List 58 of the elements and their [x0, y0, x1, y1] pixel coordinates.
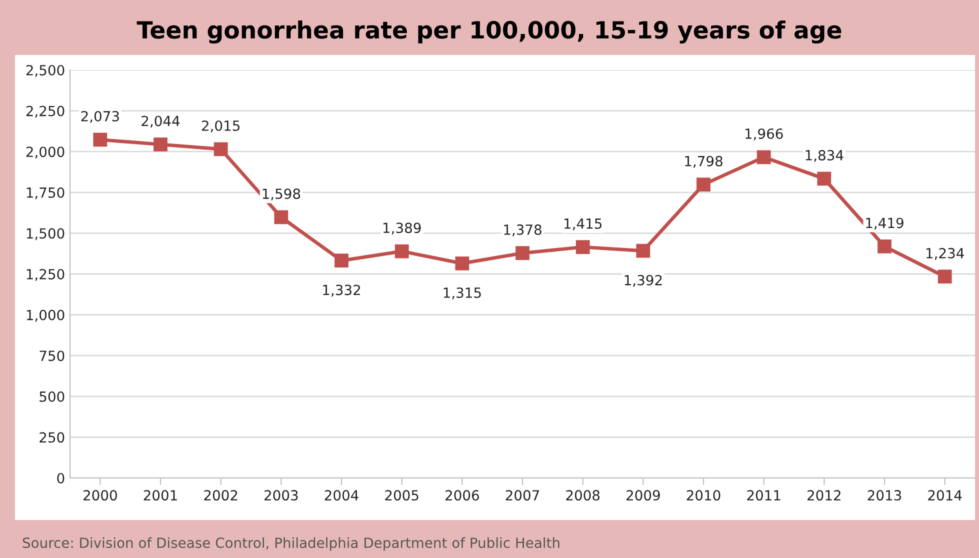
- x-tick-label: 2010: [686, 490, 720, 501]
- x-tick-label: 2006: [446, 490, 479, 501]
- y-tick-label: 2,250: [26, 106, 64, 118]
- data-label: 1,419: [866, 218, 904, 230]
- data-label: 1,315: [444, 287, 481, 300]
- data-label: 1,234: [926, 248, 964, 260]
- data-label: 1,392: [624, 274, 662, 287]
- point: [394, 244, 409, 258]
- data-label: 1,834: [806, 150, 844, 162]
- data-label: 2,073: [81, 110, 119, 123]
- x-tick-label: 2011: [747, 490, 780, 501]
- x-tick-label: 2000: [84, 490, 117, 501]
- data-label: 1,966: [745, 128, 783, 140]
- x-tick-label: 2005: [385, 490, 418, 501]
- point: [214, 142, 228, 156]
- x-tick-label: 2003: [264, 490, 298, 501]
- data-label: 1,798: [685, 156, 722, 168]
- point: [878, 239, 892, 254]
- y-tick-label: 2,500: [26, 64, 64, 77]
- point: [154, 137, 168, 152]
- point: [938, 270, 952, 284]
- data-label: 2,044: [142, 116, 180, 128]
- data-label: 1,389: [383, 222, 421, 235]
- x-tick-label: 2001: [144, 490, 177, 501]
- point: [696, 178, 710, 192]
- x-tick-label: 2009: [626, 490, 660, 501]
- y-tick-label: 500: [40, 391, 64, 402]
- x-tick-label: 2013: [868, 490, 902, 501]
- y-tick-label: 1,500: [26, 228, 64, 240]
- point: [817, 172, 832, 186]
- point: [636, 244, 650, 258]
- y-tick-label: 1,750: [26, 187, 64, 200]
- data-label: 1,415: [564, 218, 602, 230]
- point: [576, 240, 590, 254]
- x-tick-label: 2004: [324, 490, 358, 501]
- y-tick-label: 1,250: [26, 268, 64, 281]
- x-tick-label: 2007: [506, 490, 539, 501]
- y-tick-label: 750: [40, 350, 64, 362]
- point: [93, 132, 108, 147]
- data-label: 1,332: [323, 284, 360, 297]
- x-tick-label: 2002: [204, 490, 238, 501]
- point: [334, 254, 348, 268]
- point: [274, 210, 288, 224]
- y-tick-label: 0: [57, 472, 64, 484]
- source-note: Source: Division of Disease Control, Philadelphia Department of Public Health: [22, 537, 560, 551]
- data-label: 1,598: [262, 188, 300, 200]
- data-label: 2,015: [202, 120, 240, 132]
- y-tick-label: 2,000: [26, 146, 64, 158]
- point: [455, 256, 470, 270]
- y-tick-label: 250: [40, 432, 64, 443]
- data-label: 1,378: [504, 224, 542, 236]
- point: [516, 246, 530, 260]
- x-tick-label: 2008: [566, 490, 600, 501]
- x-tick-label: 2014: [928, 490, 962, 501]
- y-tick-label: 1,000: [26, 310, 64, 322]
- point: [756, 150, 771, 164]
- chart-title: Teen gonorrhea rate per 100,000, 15-19 years of age: [136, 20, 842, 44]
- x-tick-label: 2012: [808, 490, 840, 501]
